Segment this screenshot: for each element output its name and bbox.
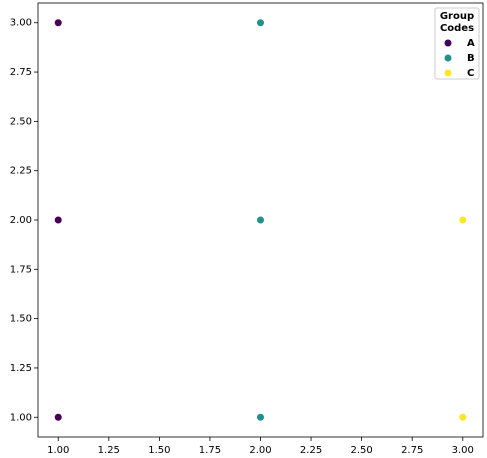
legend-marker	[444, 69, 452, 77]
y-tick-label: 1.50	[10, 314, 32, 325]
x-tick-label: 2.00	[249, 445, 271, 456]
point	[459, 216, 467, 224]
x-tick-label: 2.50	[351, 445, 373, 456]
y-tick-label: 2.25	[10, 166, 32, 177]
y-tick-label: 1.25	[10, 363, 32, 374]
y-tick-label: 1.75	[10, 264, 32, 275]
y-tick-label: 2.00	[10, 215, 32, 226]
legend-marker	[444, 54, 452, 62]
x-tick-label: 2.75	[401, 445, 423, 456]
legend-label: C	[467, 68, 474, 79]
point	[257, 413, 264, 421]
legend-marker	[444, 39, 452, 47]
point	[54, 19, 62, 27]
point	[257, 19, 264, 27]
legend-title: Group	[440, 11, 474, 22]
y-tick-label: 1.00	[10, 412, 32, 423]
x-tick-label: 2.25	[300, 445, 322, 456]
y-tick-label: 2.50	[10, 116, 32, 127]
legend-label: B	[467, 53, 475, 64]
x-tick-label: 1.00	[47, 445, 69, 456]
legend-box	[434, 7, 480, 80]
y-tick-label: 2.75	[10, 67, 32, 78]
legend-title: Codes	[440, 23, 474, 34]
legend-label: A	[467, 38, 475, 49]
point	[257, 216, 264, 224]
x-tick-label: 3.00	[452, 445, 474, 456]
point	[54, 413, 62, 421]
point	[459, 413, 467, 421]
x-tick-label: 1.75	[199, 445, 221, 456]
x-tick-label: 1.25	[98, 445, 120, 456]
point	[54, 216, 62, 224]
y-tick-label: 3.00	[10, 18, 32, 29]
x-tick-label: 1.50	[148, 445, 170, 456]
